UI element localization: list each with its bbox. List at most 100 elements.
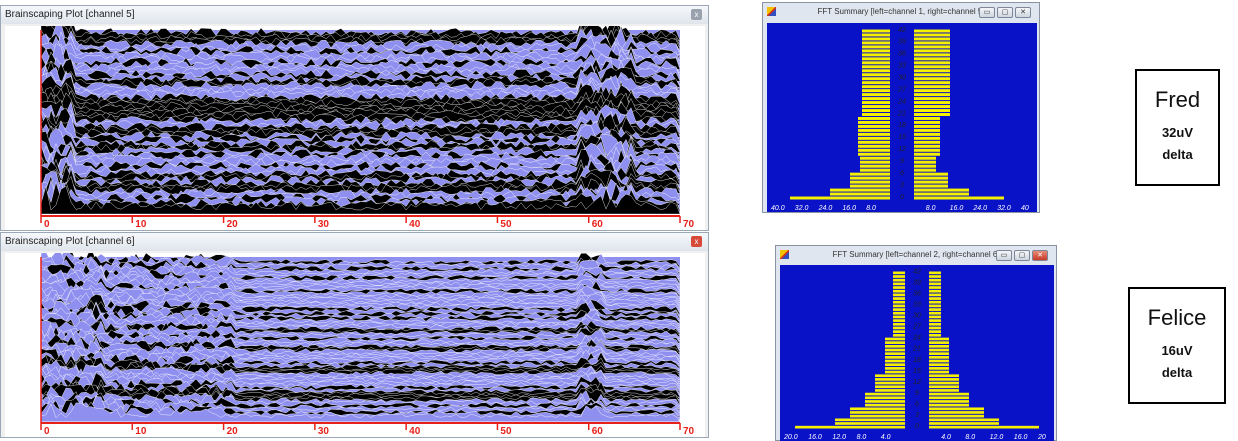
fft-bar-left xyxy=(850,176,890,180)
fft-title-bar[interactable]: FFT Summary [left=channel 2, right=chann… xyxy=(776,246,1056,264)
fft-bar-left xyxy=(858,136,890,140)
fft-bar-left xyxy=(862,97,890,101)
fft-bar-right xyxy=(914,144,940,148)
fft-bar-right xyxy=(914,196,1004,200)
fft-bar-right xyxy=(929,322,941,326)
fft-bar-right xyxy=(929,326,941,330)
fft-bar-right xyxy=(914,93,950,97)
fft-bar-left xyxy=(885,367,905,370)
fft-bar-right xyxy=(929,271,941,275)
fft-y-label: 9 xyxy=(915,390,919,397)
fft-y-label: 27 xyxy=(912,324,922,331)
fft-bar-right xyxy=(929,407,984,411)
fft-x-label-right: 8.0 xyxy=(926,205,936,212)
fft-bar-left xyxy=(858,120,890,124)
fft-bar-left xyxy=(858,140,890,144)
fft-bar-left xyxy=(862,57,890,61)
fft-bar-left xyxy=(893,333,905,337)
minimize-icon[interactable]: ▭ xyxy=(996,250,1012,261)
fft-title-bar[interactable]: FFT Summary [left=channel 1, right=chann… xyxy=(763,3,1039,21)
fft-bar-right xyxy=(929,311,941,315)
fft-bar-left xyxy=(893,319,905,322)
fft-bar-right xyxy=(929,418,999,422)
fft-bar-left xyxy=(835,418,905,422)
fft-bar-right xyxy=(929,308,941,311)
fft-bar-right xyxy=(914,136,940,140)
fft-y-label: 42 xyxy=(898,27,906,34)
brainscaping-window-channel-5: Brainscaping Plot [channel 5] x 0 10 20 30 4… xyxy=(0,5,709,231)
fft-bar-right xyxy=(914,176,948,180)
fft-bar-right xyxy=(914,132,940,136)
fft-bar-left xyxy=(830,192,890,196)
fft-bar-right xyxy=(929,363,949,367)
fft-bar-left xyxy=(893,293,905,297)
fft-bar-left xyxy=(862,89,890,93)
fft-bar-right xyxy=(914,188,969,192)
fft-bar-right xyxy=(914,172,948,176)
fft-bar-left xyxy=(862,113,890,116)
fft-x-label-right: 8.0 xyxy=(965,434,975,441)
fft-bar-right xyxy=(914,29,950,33)
fft-bar-left xyxy=(885,356,905,359)
fft-bar-left xyxy=(893,282,905,286)
x-tick-label: 30 xyxy=(318,219,330,230)
fft-bar-left xyxy=(893,278,905,282)
close-icon[interactable]: ✕ xyxy=(1015,7,1031,18)
x-tick-label: 0 xyxy=(44,219,50,230)
fft-bar-left xyxy=(850,180,890,184)
subject-label-felice: Felice 16uV delta xyxy=(1128,287,1226,404)
fft-y-label: 12 xyxy=(913,379,921,386)
window-title-bar[interactable]: Brainscaping Plot [channel 6] x xyxy=(1,233,708,251)
maximize-icon[interactable]: ▢ xyxy=(1014,250,1030,261)
minimize-icon[interactable]: ▭ xyxy=(979,7,995,18)
fft-background xyxy=(767,23,1037,212)
fft-bar-left xyxy=(885,341,905,344)
fft-bar-left xyxy=(790,196,890,200)
fft-bar-left xyxy=(885,348,905,352)
fft-bar-right xyxy=(914,192,969,196)
fft-bar-right xyxy=(929,378,959,381)
fft-x-label-left: 24.0 xyxy=(818,205,833,212)
fft-bar-left xyxy=(885,359,905,363)
amplitude-value: 32uV xyxy=(1161,125,1194,140)
fft-bar-left xyxy=(858,116,890,120)
fft-x-label-right: 20 xyxy=(1037,434,1046,441)
fft-bar-left xyxy=(850,184,890,188)
close-icon[interactable]: ✕ xyxy=(1032,250,1048,261)
fft-y-label: 33 xyxy=(898,63,906,70)
fft-bar-right xyxy=(929,422,999,425)
fft-bar-right xyxy=(929,275,941,278)
fft-y-label: 6 xyxy=(915,401,919,408)
fft-bar-right xyxy=(929,348,949,352)
fft-bar-left xyxy=(862,61,890,65)
x-tick-label: 60 xyxy=(592,426,604,437)
maximize-icon[interactable]: ▢ xyxy=(997,7,1013,18)
fft-bar-right xyxy=(914,53,950,57)
fft-y-label: 3 xyxy=(915,412,919,419)
window-title-bar[interactable]: Brainscaping Plot [channel 5] x xyxy=(1,6,708,24)
close-icon[interactable]: x xyxy=(691,9,702,20)
fft-bar-right xyxy=(914,57,950,61)
fft-bar-right xyxy=(929,330,941,333)
fft-bar-left xyxy=(862,93,890,97)
fft-bar-left xyxy=(850,172,890,176)
fft-bar-right xyxy=(914,81,950,85)
close-icon[interactable]: x xyxy=(691,236,702,247)
fft-bar-right xyxy=(914,49,950,53)
fft-y-label: 3 xyxy=(900,182,904,189)
fft-background xyxy=(780,265,1054,441)
fft-bars xyxy=(795,271,1039,429)
fft-x-label-right: 24.0 xyxy=(972,205,987,212)
fft-bar-right xyxy=(929,278,941,282)
fft-bar-right xyxy=(929,300,941,304)
fft-bar-right xyxy=(914,128,940,132)
fft-bar-left xyxy=(795,425,905,429)
ridge-lines xyxy=(40,26,681,215)
fft-bars xyxy=(790,29,1004,200)
brainscaping-plot: 0 10 20 30 40 50 60 70 xyxy=(5,253,705,437)
fft-bar-right xyxy=(914,85,950,89)
fft-x-label-right: 4.0 xyxy=(941,434,951,441)
ridge-lines xyxy=(40,253,681,423)
fft-bar-left xyxy=(862,77,890,81)
